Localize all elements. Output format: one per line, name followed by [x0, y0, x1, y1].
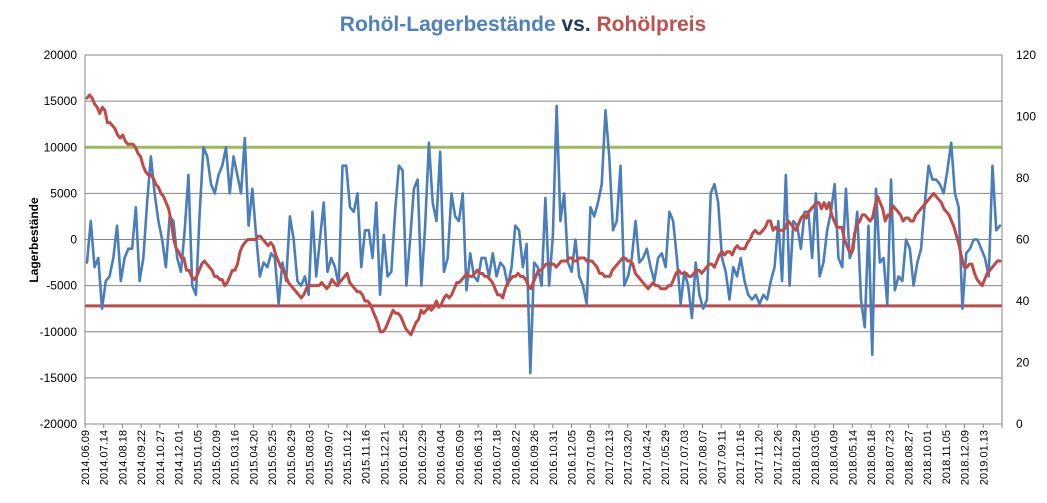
series-lines — [85, 93, 1002, 375]
y-right-tick-label: 60 — [1016, 233, 1030, 247]
x-tick-label: 2018.08.27 — [903, 430, 915, 485]
x-tick-label: 2016.09.26 — [529, 430, 541, 485]
x-tick-label: 2016.10.31 — [548, 430, 560, 485]
x-tick-label: 2018.11.05 — [941, 430, 953, 484]
x-tick-label: 2014.07.14 — [99, 430, 111, 485]
x-tick-label: 2015.04.20 — [248, 430, 260, 485]
y-left-tick-label: -20000 — [40, 417, 78, 431]
x-tick-label: 2018.01.29 — [791, 430, 803, 485]
x-tick-label: 2019.01.13 — [978, 430, 990, 485]
y-right-tick-label: 120 — [1016, 48, 1036, 62]
x-tick-label: 2015.03.16 — [230, 430, 242, 485]
x-tick-label: 2017.04.24 — [641, 430, 653, 485]
y-right-tick-label: 0 — [1016, 417, 1023, 431]
x-tick-label: 2018.05.14 — [847, 430, 859, 485]
x-tick-label: 2016.05.09 — [454, 430, 466, 485]
x-tick-label: 2017.11.20 — [754, 430, 766, 484]
y-left-tick-label: 0 — [70, 233, 77, 247]
x-tick-label: 2015.09.07 — [323, 430, 335, 485]
x-tick-label: 2014.12.01 — [174, 430, 186, 485]
x-tick-label: 2018.06.18 — [866, 430, 878, 485]
x-axis-ticks: 2014.06.09 2014.07.14 2014.08.18 2014.09.22… — [80, 430, 990, 485]
x-tick-label: 2017.08.07 — [698, 430, 710, 485]
x-tick-label: 2017.12.26 — [772, 430, 784, 485]
y-left-tick-label: 20000 — [44, 48, 78, 62]
x-tick-label: 2016.08.22 — [510, 430, 522, 485]
title-vs: vs. — [556, 13, 597, 36]
x-tick-label: 2015.12.21 — [379, 430, 391, 485]
x-tick-label: 2016.06.13 — [473, 430, 485, 485]
y-axis-left-label: Lagerbestände — [27, 197, 41, 283]
y-left-tick-label: -15000 — [40, 371, 78, 385]
x-tick-label: 2016.12.05 — [567, 430, 579, 485]
x-tick-label: 2015.06.29 — [286, 430, 298, 485]
x-tick-label: 2014.08.18 — [117, 430, 129, 485]
x-tick-label: 2015.05.25 — [267, 430, 279, 485]
x-tick-label: 2015.01.05 — [192, 430, 204, 485]
x-tick-label: 2018.12.09 — [960, 430, 972, 485]
y-left-tick-label: 15000 — [44, 94, 78, 108]
y-axis-left-ticks: 20000 15000 10000 5000 0 -5000 -10000 -15000 -20… — [40, 48, 78, 431]
x-tick-label: 2014.06.09 — [80, 430, 92, 485]
chart-title: Rohöl-Lagerbestände vs. Rohölpreis — [340, 13, 706, 36]
x-tick-label: 2015.08.03 — [305, 430, 317, 485]
x-tick-label: 2018.10.01 — [922, 430, 934, 485]
y-axis-right-ticks: 120 100 80 60 40 20 0 — [1016, 48, 1036, 431]
reference-lines — [85, 145, 1002, 308]
x-tick-label: 2016.07.18 — [492, 430, 504, 485]
y-left-tick-label: 10000 — [44, 140, 78, 154]
x-tick-label: 2017.01.09 — [585, 430, 597, 485]
x-tick-label: 2017.03.20 — [623, 430, 635, 485]
y-right-tick-label: 80 — [1016, 171, 1030, 185]
title-inventory: Rohöl-Lagerbestände — [340, 13, 556, 36]
series-line-price — [85, 93, 1002, 337]
x-tick-label: 2017.09.11 — [716, 430, 728, 484]
y-left-tick-label: -10000 — [40, 325, 78, 339]
x-tick-label: 2016.01.25 — [398, 430, 410, 485]
y-right-tick-label: 100 — [1016, 110, 1036, 124]
y-right-tick-label: 40 — [1016, 294, 1030, 308]
title-price: Rohölpreis — [597, 13, 707, 36]
y-left-tick-label: 5000 — [50, 186, 77, 200]
x-tick-label: 2018.04.09 — [829, 430, 841, 485]
x-tick-label: 2017.05.29 — [660, 430, 672, 485]
y-left-tick-label: -5000 — [46, 279, 77, 293]
x-tick-label: 2016.04.04 — [436, 430, 448, 485]
x-tick-label: 2014.10.27 — [155, 430, 167, 485]
x-tick-label: 2016.02.29 — [417, 430, 429, 485]
x-tick-label: 2015.11.16 — [361, 430, 373, 484]
x-tick-label: 2017.07.03 — [679, 430, 691, 485]
x-tick-label: 2018.07.23 — [885, 430, 897, 485]
x-tick-label: 2018.03.05 — [810, 430, 822, 485]
series-line-inventory — [85, 104, 1002, 375]
x-tick-label: 2014.09.22 — [136, 430, 148, 485]
x-tick-label: 2017.02.13 — [604, 430, 616, 485]
x-tick-label: 2017.10.16 — [735, 430, 747, 485]
y-right-tick-label: 20 — [1016, 356, 1030, 370]
x-tick-label: 2015.10.12 — [342, 430, 354, 485]
x-tick-label: 2015.02.09 — [211, 430, 223, 485]
axes — [84, 55, 1003, 428]
